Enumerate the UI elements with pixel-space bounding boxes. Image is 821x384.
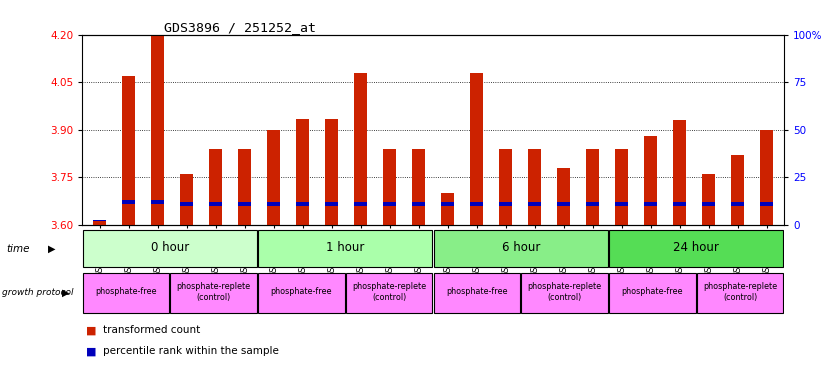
Bar	[93, 220, 106, 222]
Bar	[83, 230, 257, 267]
Text: 0 hour: 0 hour	[151, 241, 189, 254]
Bar	[528, 149, 541, 225]
Bar	[354, 73, 367, 225]
Text: phosphate-free: phosphate-free	[621, 287, 683, 296]
Bar	[441, 202, 454, 206]
Text: growth protocol: growth protocol	[2, 288, 73, 297]
Bar	[180, 202, 193, 206]
Text: 1 hour: 1 hour	[326, 241, 365, 254]
Bar	[521, 273, 608, 313]
Bar	[615, 149, 628, 225]
Bar	[258, 273, 345, 313]
Bar	[296, 119, 309, 225]
Bar	[441, 193, 454, 225]
Bar	[644, 202, 657, 206]
Text: phosphate-replete
(control): phosphate-replete (control)	[177, 282, 250, 301]
Bar	[732, 202, 744, 206]
Bar	[433, 273, 521, 313]
Bar	[586, 202, 599, 206]
Bar	[383, 149, 396, 225]
Bar	[171, 273, 257, 313]
Bar	[238, 202, 251, 206]
Bar	[470, 202, 483, 206]
Bar	[760, 202, 773, 206]
Text: phosphate-replete
(control): phosphate-replete (control)	[528, 282, 602, 301]
Text: time: time	[7, 243, 30, 254]
Bar	[93, 220, 106, 225]
Bar	[209, 149, 222, 225]
Bar	[732, 155, 744, 225]
Text: ▶: ▶	[48, 243, 55, 254]
Bar	[433, 230, 608, 267]
Bar	[267, 202, 280, 206]
Bar	[615, 202, 628, 206]
Bar	[151, 35, 164, 225]
Bar	[180, 174, 193, 225]
Bar	[383, 202, 396, 206]
Bar	[697, 273, 783, 313]
Text: ■: ■	[86, 346, 97, 356]
Bar	[609, 230, 783, 267]
Bar	[673, 120, 686, 225]
Bar	[354, 202, 367, 206]
Bar	[238, 149, 251, 225]
Bar	[702, 202, 715, 206]
Bar	[702, 174, 715, 225]
Text: 6 hour: 6 hour	[502, 241, 540, 254]
Bar	[122, 76, 135, 225]
Bar	[499, 149, 512, 225]
Bar	[151, 200, 164, 204]
Bar	[528, 202, 541, 206]
Bar	[557, 168, 570, 225]
Bar	[209, 202, 222, 206]
Bar	[586, 149, 599, 225]
Bar	[557, 202, 570, 206]
Text: phosphate-free: phosphate-free	[95, 287, 157, 296]
Text: ■: ■	[86, 325, 97, 335]
Text: ▶: ▶	[62, 288, 70, 298]
Bar	[673, 202, 686, 206]
Text: transformed count: transformed count	[103, 325, 200, 335]
Text: percentile rank within the sample: percentile rank within the sample	[103, 346, 278, 356]
Text: phosphate-free: phosphate-free	[446, 287, 507, 296]
Bar	[609, 273, 695, 313]
Bar	[325, 119, 338, 225]
Text: 24 hour: 24 hour	[673, 241, 719, 254]
Bar	[412, 149, 425, 225]
Bar	[325, 202, 338, 206]
Bar	[83, 273, 169, 313]
Bar	[499, 202, 512, 206]
Bar	[258, 230, 433, 267]
Bar	[267, 130, 280, 225]
Text: phosphate-free: phosphate-free	[271, 287, 333, 296]
Bar	[644, 136, 657, 225]
Text: phosphate-replete
(control): phosphate-replete (control)	[703, 282, 777, 301]
Bar	[346, 273, 433, 313]
Bar	[122, 200, 135, 204]
Bar	[412, 202, 425, 206]
Text: GDS3896 / 251252_at: GDS3896 / 251252_at	[164, 21, 316, 34]
Text: phosphate-replete
(control): phosphate-replete (control)	[352, 282, 426, 301]
Bar	[296, 202, 309, 206]
Bar	[470, 73, 483, 225]
Bar	[760, 130, 773, 225]
